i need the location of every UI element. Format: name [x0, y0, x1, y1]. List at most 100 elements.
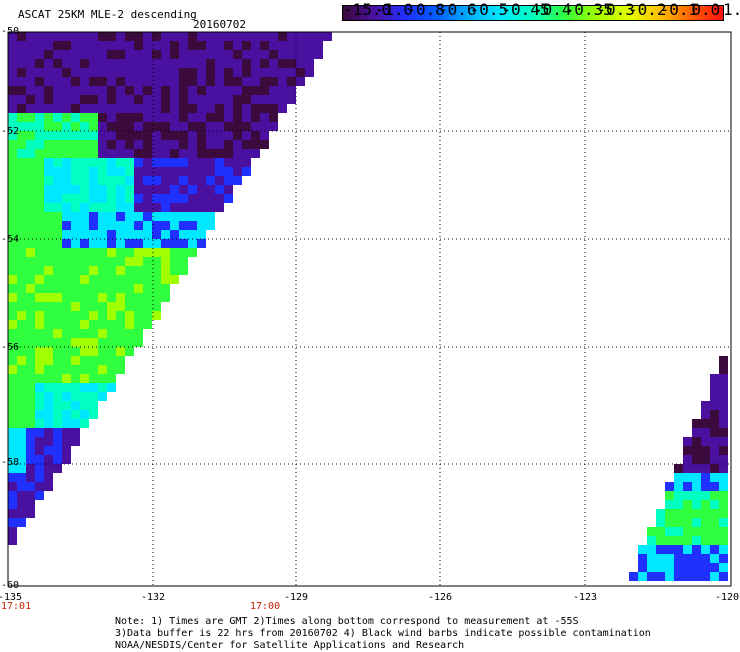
swath-cell	[62, 140, 71, 149]
swath-cell	[35, 311, 44, 320]
swath-cell	[197, 176, 206, 185]
swath-cell	[188, 95, 197, 104]
swath-cell	[98, 104, 107, 113]
swath-cell	[17, 284, 26, 293]
swath-cell	[89, 347, 98, 356]
swath-cell	[44, 284, 53, 293]
swath-cell	[44, 113, 53, 122]
swath-cell	[179, 257, 188, 266]
swath-cell	[80, 410, 89, 419]
swath-cell	[143, 293, 152, 302]
swath-cell	[98, 41, 107, 50]
swath-cell	[188, 158, 197, 167]
swath-cell	[80, 122, 89, 131]
swath-cell	[179, 95, 188, 104]
swath-cell	[161, 257, 170, 266]
swath-cell	[80, 32, 89, 41]
swath-cell	[8, 194, 17, 203]
swath-cell	[665, 527, 674, 536]
swath-cell	[125, 50, 134, 59]
swath-cell	[170, 167, 179, 176]
swath-cell	[710, 491, 719, 500]
swath-cell	[116, 149, 125, 158]
swath-cell	[35, 266, 44, 275]
swath-cell	[683, 500, 692, 509]
swath-cell	[161, 239, 170, 248]
swath-cell	[647, 554, 656, 563]
swath-cell	[701, 572, 710, 581]
swath-cell	[125, 77, 134, 86]
swath-cell	[701, 536, 710, 545]
swath-cell	[701, 518, 710, 527]
swath-cell	[125, 185, 134, 194]
swath-cell	[692, 419, 701, 428]
swath-cell	[179, 140, 188, 149]
swath-cell	[197, 86, 206, 95]
swath-cell	[89, 338, 98, 347]
swath-cell	[89, 122, 98, 131]
swath-cell	[71, 347, 80, 356]
swath-cell	[80, 401, 89, 410]
swath-cell	[8, 149, 17, 158]
swath-cell	[692, 455, 701, 464]
swath-cell	[35, 464, 44, 473]
swath-cell	[98, 356, 107, 365]
swath-cell	[107, 203, 116, 212]
swath-cell	[89, 284, 98, 293]
swath-cell	[80, 239, 89, 248]
swath-cell	[107, 194, 116, 203]
swath-cell	[287, 68, 296, 77]
swath-cell	[116, 239, 125, 248]
swath-cell	[35, 419, 44, 428]
swath-cell	[134, 77, 143, 86]
swath-cell	[62, 86, 71, 95]
swath-cell	[134, 185, 143, 194]
swath-cell	[44, 77, 53, 86]
time-label: 17:00	[250, 601, 281, 612]
swath-cell	[89, 41, 98, 50]
swath-cell	[80, 59, 89, 68]
swath-cell	[719, 428, 728, 437]
swath-cell	[107, 86, 116, 95]
swath-cell	[215, 86, 224, 95]
swath-cell	[98, 140, 107, 149]
swath-cell	[26, 455, 35, 464]
swath-cell	[170, 158, 179, 167]
swath-cell	[152, 212, 161, 221]
swath-cell	[170, 149, 179, 158]
swath-cell	[125, 212, 134, 221]
swath-cell	[35, 59, 44, 68]
swath-cell	[161, 221, 170, 230]
swath-cell	[665, 563, 674, 572]
swath-cell	[44, 347, 53, 356]
swath-cell	[26, 68, 35, 77]
swath-cell	[251, 32, 260, 41]
swath-cell	[44, 410, 53, 419]
swath-cell	[35, 428, 44, 437]
swath-cell	[8, 212, 17, 221]
lat-label: -54	[1, 234, 20, 245]
swath-cell	[629, 572, 638, 581]
swath-cell	[179, 104, 188, 113]
swath-cell	[71, 275, 80, 284]
swath-cell	[62, 374, 71, 383]
swath-cell	[233, 140, 242, 149]
swath-cell	[692, 518, 701, 527]
swath-cell	[701, 545, 710, 554]
swath-cell	[179, 32, 188, 41]
swath-cell	[206, 194, 215, 203]
swath-cell	[215, 68, 224, 77]
swath-cell	[116, 338, 125, 347]
swath-cell	[107, 284, 116, 293]
swath-cell	[233, 50, 242, 59]
swath-cell	[44, 464, 53, 473]
swath-cell	[170, 257, 179, 266]
swath-cell	[62, 455, 71, 464]
swath-cell	[134, 293, 143, 302]
colorbar-tick-label: -0.6	[438, 0, 477, 19]
swath-cell	[62, 113, 71, 122]
swath-cell	[26, 491, 35, 500]
swath-cell	[197, 230, 206, 239]
swath-cell	[674, 572, 683, 581]
swath-cell	[35, 374, 44, 383]
